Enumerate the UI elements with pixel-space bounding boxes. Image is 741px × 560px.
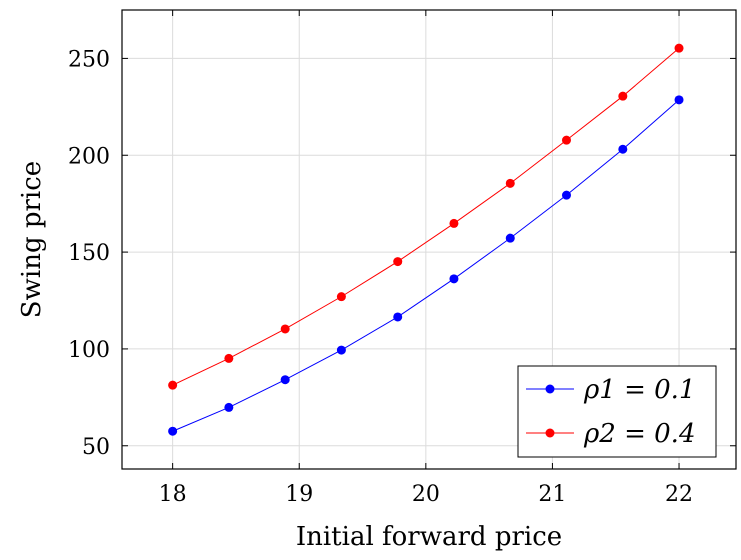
y-tick-label: 250: [68, 47, 110, 72]
series-1: [168, 95, 684, 436]
series-2-line: [172, 47, 680, 386]
legend-swatch-marker: [545, 428, 555, 438]
legend-label: ρ2 = 0.4: [583, 419, 696, 449]
y-tick-label: 100: [68, 338, 110, 363]
series-2-point: [336, 292, 346, 302]
series-1-point: [168, 426, 178, 436]
series-1-point: [505, 233, 515, 243]
y-axis-title: Swing price: [17, 161, 47, 318]
x-tick-label: 20: [412, 482, 440, 507]
grid: [122, 10, 736, 469]
series-2-point: [393, 257, 403, 267]
legend: ρ1 = 0.1 ρ2 = 0.4: [517, 365, 717, 458]
series-2-point: [280, 324, 290, 334]
series-1-point: [449, 274, 459, 284]
x-tick-label: 21: [538, 482, 566, 507]
series-2-point: [561, 135, 571, 145]
series-1-point: [336, 345, 346, 355]
series-1-point: [393, 312, 403, 322]
legend-swatch-marker: [545, 384, 555, 394]
series-2-point: [224, 353, 234, 363]
series-1-point: [561, 190, 571, 200]
x-tick-label: 19: [285, 482, 313, 507]
y-tick-label: 200: [68, 144, 110, 169]
series-2-point: [618, 91, 628, 101]
series-group: [168, 43, 684, 436]
legend-label: ρ1 = 0.1: [583, 375, 696, 405]
series-1-line: [172, 99, 680, 432]
y-tick-label: 150: [68, 241, 110, 266]
x-tick-label: 22: [665, 482, 693, 507]
plot-area-frame: [121, 9, 737, 470]
series-2-point: [674, 43, 684, 53]
series-1-point: [674, 95, 684, 105]
series-2: [168, 43, 684, 390]
x-tick-label: 18: [159, 482, 187, 507]
x-axis-title: Initial forward price: [296, 522, 562, 552]
y-tick-label: 50: [82, 435, 110, 460]
legend-box: [517, 365, 717, 458]
series-1-point: [280, 375, 290, 385]
series-2-point: [505, 178, 515, 188]
series-1-point: [224, 402, 234, 412]
series-2-point: [449, 218, 459, 228]
series-2-point: [168, 380, 178, 390]
series-1-point: [618, 144, 628, 154]
axis-ticks: 18 19 20 21 22 50 100 150 200 250: [68, 10, 736, 507]
